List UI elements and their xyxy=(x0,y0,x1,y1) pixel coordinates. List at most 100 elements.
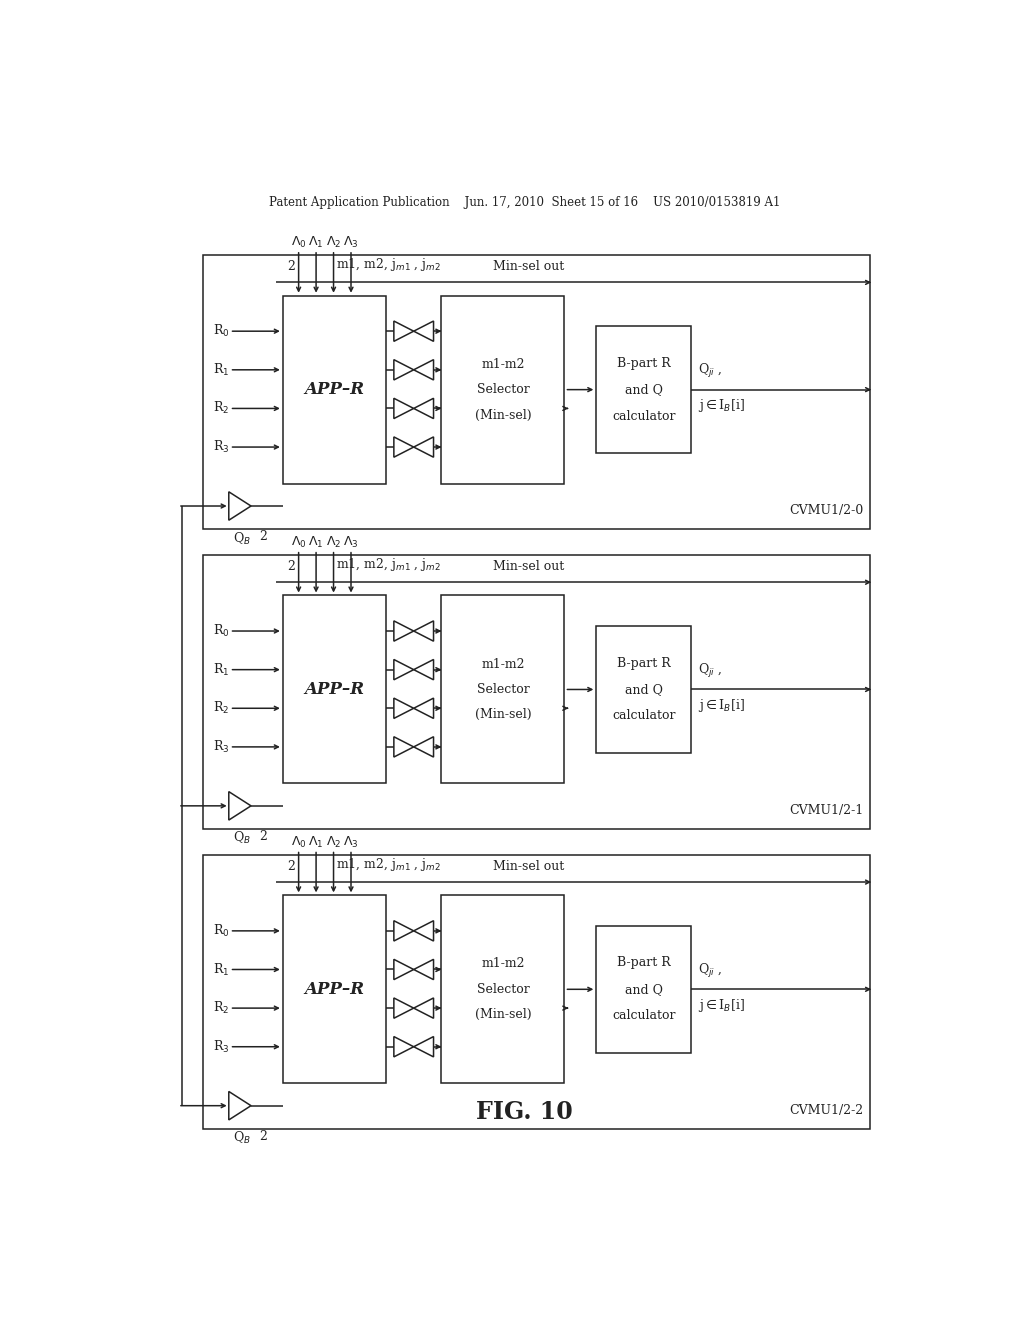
Text: 2: 2 xyxy=(259,830,267,843)
Text: m1, m2, j$_{m1}$ , j$_{m2}$: m1, m2, j$_{m1}$ , j$_{m2}$ xyxy=(336,855,441,873)
Text: calculator: calculator xyxy=(612,1010,676,1022)
Text: R$_1$: R$_1$ xyxy=(213,961,229,978)
Polygon shape xyxy=(394,737,414,758)
Text: 2: 2 xyxy=(259,531,267,544)
Polygon shape xyxy=(414,1036,433,1057)
Text: APP–R: APP–R xyxy=(304,681,365,698)
Text: j$\in$I$_B$[i]: j$\in$I$_B$[i] xyxy=(697,997,744,1014)
Polygon shape xyxy=(414,998,433,1018)
Polygon shape xyxy=(414,921,433,941)
Polygon shape xyxy=(394,921,414,941)
Text: Q$_B$: Q$_B$ xyxy=(232,830,251,846)
Text: $\Lambda_2$: $\Lambda_2$ xyxy=(326,535,341,550)
Text: CVMU1/2-1: CVMU1/2-1 xyxy=(790,804,863,817)
Text: $\Lambda_0$: $\Lambda_0$ xyxy=(291,235,306,251)
Bar xyxy=(596,326,691,453)
Text: j$\in$I$_B$[i]: j$\in$I$_B$[i] xyxy=(697,397,744,414)
Polygon shape xyxy=(394,698,414,718)
Bar xyxy=(276,271,570,494)
Text: R$_2$: R$_2$ xyxy=(213,400,229,417)
Bar xyxy=(276,870,570,1093)
Text: Q$_B$: Q$_B$ xyxy=(232,531,251,546)
Polygon shape xyxy=(394,437,414,457)
Text: R$_0$: R$_0$ xyxy=(213,323,229,339)
Bar xyxy=(276,570,570,793)
Text: R$_3$: R$_3$ xyxy=(213,440,229,455)
Text: $\Lambda_0$: $\Lambda_0$ xyxy=(291,535,306,550)
Text: (Min-sel): (Min-sel) xyxy=(475,1008,531,1022)
Polygon shape xyxy=(394,321,414,342)
Text: $\Lambda_3$: $\Lambda_3$ xyxy=(343,235,358,251)
Text: Selector: Selector xyxy=(476,383,529,396)
Polygon shape xyxy=(394,960,414,979)
Text: m1-m2: m1-m2 xyxy=(481,358,524,371)
Polygon shape xyxy=(414,960,433,979)
Polygon shape xyxy=(414,437,433,457)
Text: CVMU1/2-0: CVMU1/2-0 xyxy=(790,504,863,517)
Text: Q$_{ji}$ ,: Q$_{ji}$ , xyxy=(697,663,722,680)
Bar xyxy=(204,854,870,1129)
Text: and Q: and Q xyxy=(625,983,663,995)
Text: 2: 2 xyxy=(287,260,295,273)
Bar xyxy=(204,255,870,529)
Text: calculator: calculator xyxy=(612,709,676,722)
Text: Min-sel out: Min-sel out xyxy=(494,560,564,573)
Bar xyxy=(283,595,386,784)
Text: m1, m2, j$_{m1}$ , j$_{m2}$: m1, m2, j$_{m1}$ , j$_{m2}$ xyxy=(336,556,441,573)
Text: m1-m2: m1-m2 xyxy=(481,657,524,671)
Text: Q$_{ji}$ ,: Q$_{ji}$ , xyxy=(697,362,722,380)
Text: Min-sel out: Min-sel out xyxy=(494,859,564,873)
Polygon shape xyxy=(394,1036,414,1057)
Text: and Q: and Q xyxy=(625,682,663,696)
Text: Min-sel out: Min-sel out xyxy=(494,260,564,273)
Text: R$_0$: R$_0$ xyxy=(213,923,229,939)
Text: R$_2$: R$_2$ xyxy=(213,700,229,717)
Bar xyxy=(596,626,691,752)
Text: APP–R: APP–R xyxy=(304,381,365,399)
Text: 2: 2 xyxy=(259,1130,267,1143)
Text: $\Lambda_2$: $\Lambda_2$ xyxy=(326,834,341,850)
Text: and Q: and Q xyxy=(625,383,663,396)
Polygon shape xyxy=(414,321,433,342)
Text: $\Lambda_1$: $\Lambda_1$ xyxy=(308,535,324,550)
Bar xyxy=(441,296,564,483)
Text: m1-m2: m1-m2 xyxy=(481,957,524,970)
Text: Patent Application Publication    Jun. 17, 2010  Sheet 15 of 16    US 2010/01538: Patent Application Publication Jun. 17, … xyxy=(269,195,780,209)
Polygon shape xyxy=(228,792,251,820)
Text: (Min-sel): (Min-sel) xyxy=(475,409,531,421)
Text: R$_1$: R$_1$ xyxy=(213,661,229,677)
Text: R$_2$: R$_2$ xyxy=(213,1001,229,1016)
Text: B-part R: B-part R xyxy=(617,656,671,669)
Text: Selector: Selector xyxy=(476,983,529,995)
Text: $\Lambda_3$: $\Lambda_3$ xyxy=(343,834,358,850)
Polygon shape xyxy=(414,359,433,380)
Text: 2: 2 xyxy=(287,859,295,873)
Text: 2: 2 xyxy=(287,560,295,573)
Text: Selector: Selector xyxy=(476,682,529,696)
Polygon shape xyxy=(414,660,433,680)
Polygon shape xyxy=(394,998,414,1018)
Text: (Min-sel): (Min-sel) xyxy=(475,709,531,721)
Bar xyxy=(441,595,564,784)
Text: CVMU1/2-2: CVMU1/2-2 xyxy=(790,1104,863,1117)
Polygon shape xyxy=(394,359,414,380)
Polygon shape xyxy=(414,399,433,418)
Polygon shape xyxy=(228,1092,251,1119)
Bar xyxy=(204,554,870,829)
Bar xyxy=(283,895,386,1084)
Text: B-part R: B-part R xyxy=(617,356,671,370)
Text: R$_1$: R$_1$ xyxy=(213,362,229,378)
Polygon shape xyxy=(414,737,433,758)
Text: m1, m2, j$_{m1}$ , j$_{m2}$: m1, m2, j$_{m1}$ , j$_{m2}$ xyxy=(336,256,441,273)
Polygon shape xyxy=(394,399,414,418)
Text: APP–R: APP–R xyxy=(304,981,365,998)
Text: Q$_B$: Q$_B$ xyxy=(232,1130,251,1146)
Text: $\Lambda_3$: $\Lambda_3$ xyxy=(343,535,358,550)
Text: $\Lambda_1$: $\Lambda_1$ xyxy=(308,235,324,251)
Polygon shape xyxy=(414,620,433,642)
Polygon shape xyxy=(394,620,414,642)
Text: $\Lambda_1$: $\Lambda_1$ xyxy=(308,834,324,850)
Bar xyxy=(283,296,386,483)
Text: FIG. 10: FIG. 10 xyxy=(476,1100,573,1123)
Polygon shape xyxy=(394,660,414,680)
